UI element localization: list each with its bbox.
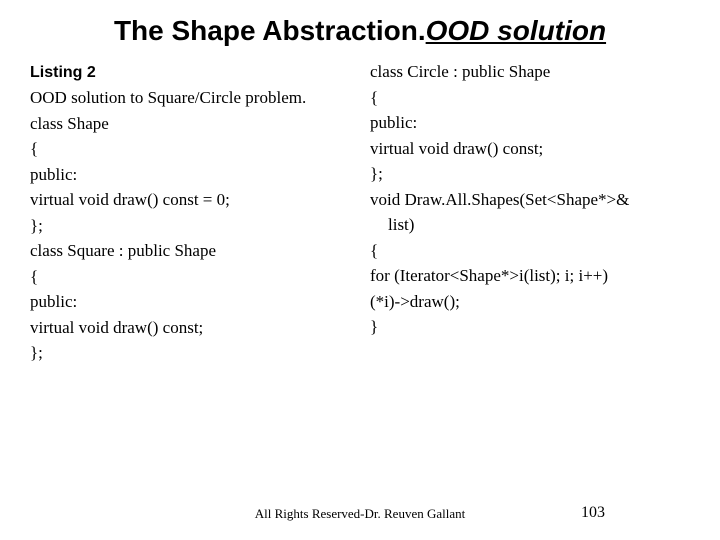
slide: The Shape Abstraction.OOD solution Listi… (0, 0, 720, 540)
code-line: }; (30, 340, 350, 366)
code-line: }; (30, 213, 350, 239)
slide-title: The Shape Abstraction.OOD solution (25, 15, 695, 47)
title-part1: The Shape Abstraction. (114, 15, 426, 46)
code-line: { (370, 238, 690, 264)
code-line: class Shape (30, 111, 350, 137)
left-column: Listing 2 OOD solution to Square/Circle … (30, 59, 350, 366)
code-line: } (370, 314, 690, 340)
code-line: { (370, 85, 690, 111)
right-column: class Circle : public Shape { public: vi… (370, 59, 690, 366)
page-number: 103 (581, 504, 605, 522)
code-line: for (Iterator<Shape*>i(list); i; i++) (370, 263, 690, 289)
content-columns: Listing 2 OOD solution to Square/Circle … (25, 59, 695, 366)
code-line: virtual void draw() const = 0; (30, 187, 350, 213)
code-line: list) (370, 212, 690, 238)
code-line: { (30, 136, 350, 162)
listing-header: Listing 2 (30, 59, 350, 85)
listing-label: Listing 2 (30, 64, 96, 81)
code-line: class Circle : public Shape (370, 59, 690, 85)
code-line: void Draw.All.Shapes(Set<Shape*>& (370, 187, 690, 213)
code-line: public: (30, 289, 350, 315)
code-line: (*i)->draw(); (370, 289, 690, 315)
footer-text: All Rights Reserved-Dr. Reuven Gallant (0, 506, 720, 522)
code-line: }; (370, 161, 690, 187)
code-line: public: (370, 110, 690, 136)
code-line: class Square : public Shape (30, 238, 350, 264)
title-part2: OOD solution (426, 15, 606, 46)
code-line: virtual void draw() const; (30, 315, 350, 341)
code-line: public: (30, 162, 350, 188)
code-line: virtual void draw() const; (370, 136, 690, 162)
listing-description: OOD solution to Square/Circle problem. (30, 85, 350, 111)
code-line: { (30, 264, 350, 290)
